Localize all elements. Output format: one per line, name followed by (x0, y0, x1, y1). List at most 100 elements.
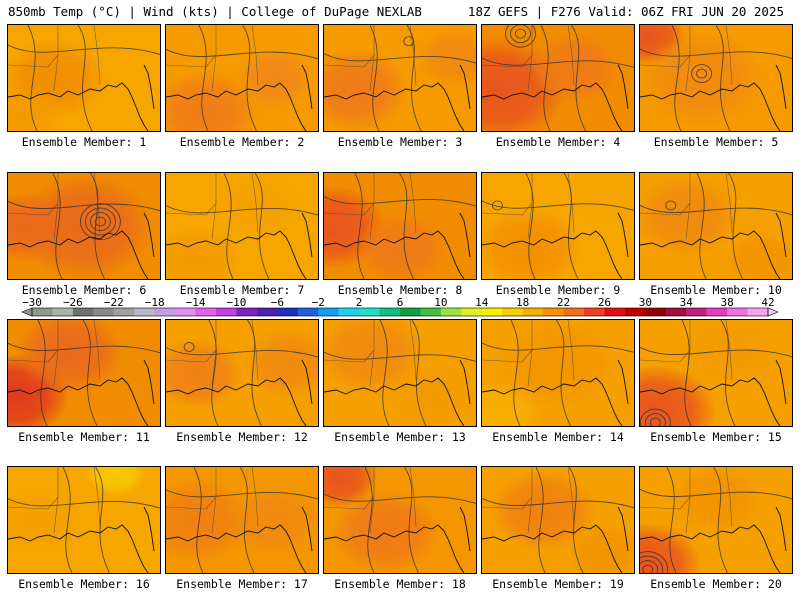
ensemble-member-label: Ensemble Member: 4 (495, 135, 621, 149)
colorbar-swatch (277, 308, 299, 316)
ensemble-member-map-14 (481, 319, 635, 427)
ensemble-member-map-5 (639, 24, 793, 132)
colorbar-tick-label: 38 (720, 296, 733, 309)
ensemble-member-label: Ensemble Member: 17 (176, 577, 308, 591)
ensemble-member-label: Ensemble Member: 20 (650, 577, 782, 591)
ensemble-member-label: Ensemble Member: 13 (334, 430, 466, 444)
ensemble-member-map-18 (323, 466, 477, 574)
colorbar-swatch (154, 308, 176, 316)
ensemble-member-map-6 (7, 172, 161, 280)
colorbar-swatch (727, 308, 748, 316)
colorbar-swatch (400, 308, 421, 316)
colorbar-swatch (502, 308, 523, 316)
colorbar-swatch (665, 308, 687, 316)
ensemble-member-label: Ensemble Member: 12 (176, 430, 308, 444)
ensemble-member-map-17 (165, 466, 319, 574)
ensemble-member-map-8 (323, 172, 477, 280)
ensemble-member-map-16 (7, 466, 161, 574)
colorbar-swatch (522, 308, 544, 316)
colorbar-swatch (686, 308, 707, 316)
colorbar-swatch (379, 308, 401, 316)
colorbar-tick-label: −10 (227, 296, 247, 309)
colorbar-swatch (32, 308, 53, 316)
colorbar-swatch (338, 308, 360, 316)
ensemble-member-label: Ensemble Member: 1 (21, 135, 147, 149)
ensemble-member-label: Ensemble Member: 11 (18, 430, 150, 444)
colorbar-swatch (645, 308, 667, 316)
ensemble-member-label: Ensemble Member: 19 (492, 577, 624, 591)
colorbar-tick-label: 18 (516, 296, 529, 309)
colorbar-swatch (624, 308, 646, 316)
colorbar-tick-label: 6 (397, 296, 404, 309)
ensemble-member-label: Ensemble Member: 16 (18, 577, 150, 591)
colorbar-swatch (584, 308, 605, 316)
colorbar-swatch (93, 308, 115, 316)
ensemble-member-label: Ensemble Member: 8 (337, 283, 463, 297)
temperature-colorbar: −30 −26 −22 −18 −14 −10 −6 −2 2 6 10 14 18 22 26 30 34 38… (21, 296, 779, 317)
colorbar-left-arrow (21, 307, 33, 317)
ensemble-member-map-10 (639, 172, 793, 280)
colorbar-swatch (481, 308, 503, 316)
colorbar-swatch (747, 308, 769, 316)
colorbar-tick-label: 26 (598, 296, 611, 309)
ensemble-member-map-4 (481, 24, 635, 132)
ensemble-member-label: Ensemble Member: 2 (179, 135, 305, 149)
colorbar-swatch (461, 308, 483, 316)
colorbar-tick-label: −26 (63, 296, 83, 309)
ensemble-member-label: Ensemble Member: 9 (495, 283, 621, 297)
ensemble-member-label: Ensemble Member: 5 (653, 135, 779, 149)
colorbar-tick-label: −22 (104, 296, 124, 309)
colorbar-tick-label: 2 (356, 296, 363, 309)
colorbar-swatch (113, 308, 135, 316)
ensemble-member-map-19 (481, 466, 635, 574)
colorbar-swatch (604, 308, 626, 316)
ensemble-member-map-13 (323, 319, 477, 427)
colorbar-swatch (440, 308, 462, 316)
colorbar-tick-label: 30 (639, 296, 652, 309)
colorbar-tick-label: −18 (145, 296, 165, 309)
colorbar-tick-label: −30 (22, 296, 42, 309)
colorbar-swatch (216, 308, 237, 316)
colorbar-tick-label: 14 (475, 296, 489, 309)
colorbar-swatch (420, 308, 442, 316)
ensemble-member-map-15 (639, 319, 793, 427)
colorbar-swatch (236, 308, 258, 316)
colorbar-swatch (72, 308, 94, 316)
ensemble-member-map-9 (481, 172, 635, 280)
ensemble-member-label: Ensemble Member: 6 (21, 283, 147, 297)
colorbar-swatch (563, 308, 585, 316)
ensemble-member-label: Ensemble Member: 15 (650, 430, 782, 444)
ensemble-member-label: Ensemble Member: 18 (334, 577, 466, 591)
ensemble-member-label: Ensemble Member: 7 (179, 283, 305, 297)
colorbar-swatch (52, 308, 74, 316)
ensemble-member-map-7 (165, 172, 319, 280)
colorbar-swatch (256, 308, 278, 316)
colorbar-swatch (706, 308, 728, 316)
colorbar-frame (31, 307, 769, 317)
colorbar-swatch (175, 308, 196, 316)
ensemble-member-map-12 (165, 319, 319, 427)
ensemble-member-map-2 (165, 24, 319, 132)
ensemble-member-label: Ensemble Member: 10 (650, 283, 782, 297)
header-left: 850mb Temp (°C) | Wind (kts) | College o… (8, 4, 422, 19)
ensemble-member-label: Ensemble Member: 3 (337, 135, 463, 149)
colorbar-swatch (134, 308, 155, 316)
colorbar-swatch (359, 308, 380, 316)
colorbar-tick-label: −14 (186, 296, 206, 309)
ensemble-member-map-3 (323, 24, 477, 132)
ensemble-member-map-1 (7, 24, 161, 132)
header-right: 18Z GEFS | F276 Valid: 06Z FRI JUN 20 20… (467, 4, 784, 19)
colorbar-swatch (543, 308, 564, 316)
colorbar-tick-label: 42 (761, 296, 774, 309)
colorbar-tick-label: −6 (271, 296, 284, 309)
colorbar-tick-label: 22 (557, 296, 570, 309)
colorbar-swatch (318, 308, 339, 316)
ensemble-member-map-20 (639, 466, 793, 574)
ensemble-member-label: Ensemble Member: 14 (492, 430, 624, 444)
colorbar-tick-label: 34 (680, 296, 694, 309)
colorbar-tick-label: 10 (434, 296, 447, 309)
colorbar-swatch (195, 308, 217, 316)
colorbar-tick-label: −2 (312, 296, 325, 309)
ensemble-member-map-11 (7, 319, 161, 427)
colorbar-swatch (297, 308, 319, 316)
